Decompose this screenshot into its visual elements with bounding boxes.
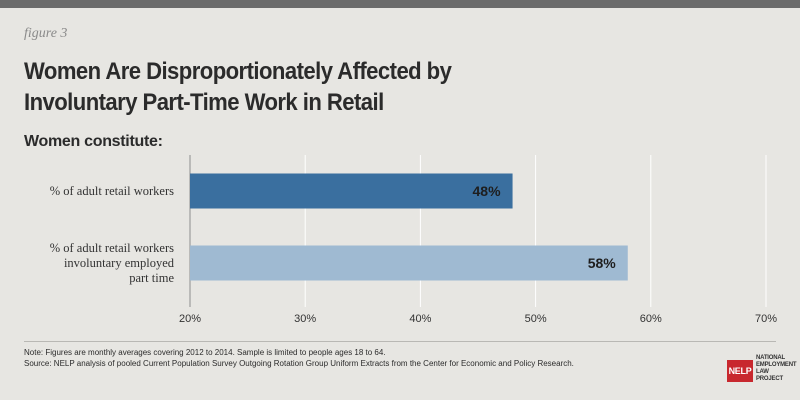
chart-title: Women Are Disproportionately Affected by…	[24, 56, 668, 118]
bar	[190, 245, 628, 281]
x-tick-label: 70%	[755, 313, 777, 325]
chart-title-line-1: Women Are Disproportionately Affected by	[24, 58, 452, 85]
nelp-logo: NELP NATIONAL EMPLOYMENT LAW PROJECT	[727, 352, 797, 390]
nelp-logo-text-line: EMPLOYMENT	[756, 362, 797, 368]
data-label: 58%	[588, 255, 617, 271]
category-label: involuntary employed	[64, 256, 175, 270]
x-tick-label: 20%	[179, 313, 201, 325]
top-bar	[0, 0, 800, 8]
chart-subtitle: Women constitute:	[24, 133, 163, 150]
x-tick-label: 30%	[294, 313, 316, 325]
category-label: % of adult retail workers	[50, 241, 174, 255]
category-label: % of adult retail workers	[50, 184, 174, 198]
footer-divider	[24, 341, 776, 342]
footnote-note: Note: Figures are monthly averages cover…	[24, 348, 386, 357]
bar-chart-svg: 20% 30% 40% 50% 60% 70% 48% % of adult retail w…	[50, 155, 777, 325]
figure-label: figure 3	[24, 26, 68, 41]
footnote: Note: Figures are monthly averages cover…	[24, 347, 714, 369]
category-label: part time	[129, 271, 174, 285]
nelp-logo-text-line: NATIONAL	[756, 355, 785, 361]
footnote-source: Source: NELP analysis of pooled Current …	[24, 359, 574, 368]
x-tick-label: 50%	[525, 313, 547, 325]
nelp-logo-text-line: PROJECT	[756, 376, 783, 382]
nelp-logo-text: NATIONAL EMPLOYMENT LAW PROJECT	[756, 355, 797, 383]
chart-title-line-2: Involuntary Part-Time Work in Retail	[24, 89, 384, 116]
x-tick-label: 40%	[409, 313, 431, 325]
bar	[190, 173, 513, 209]
x-tick-label: 60%	[640, 313, 662, 325]
bar-chart: 20% 30% 40% 50% 60% 70% 48% % of adult retail w…	[0, 150, 800, 335]
nelp-logo-text-line: LAW	[756, 369, 769, 375]
data-label: 48%	[473, 183, 502, 199]
nelp-logo-mark: NELP	[727, 360, 753, 382]
